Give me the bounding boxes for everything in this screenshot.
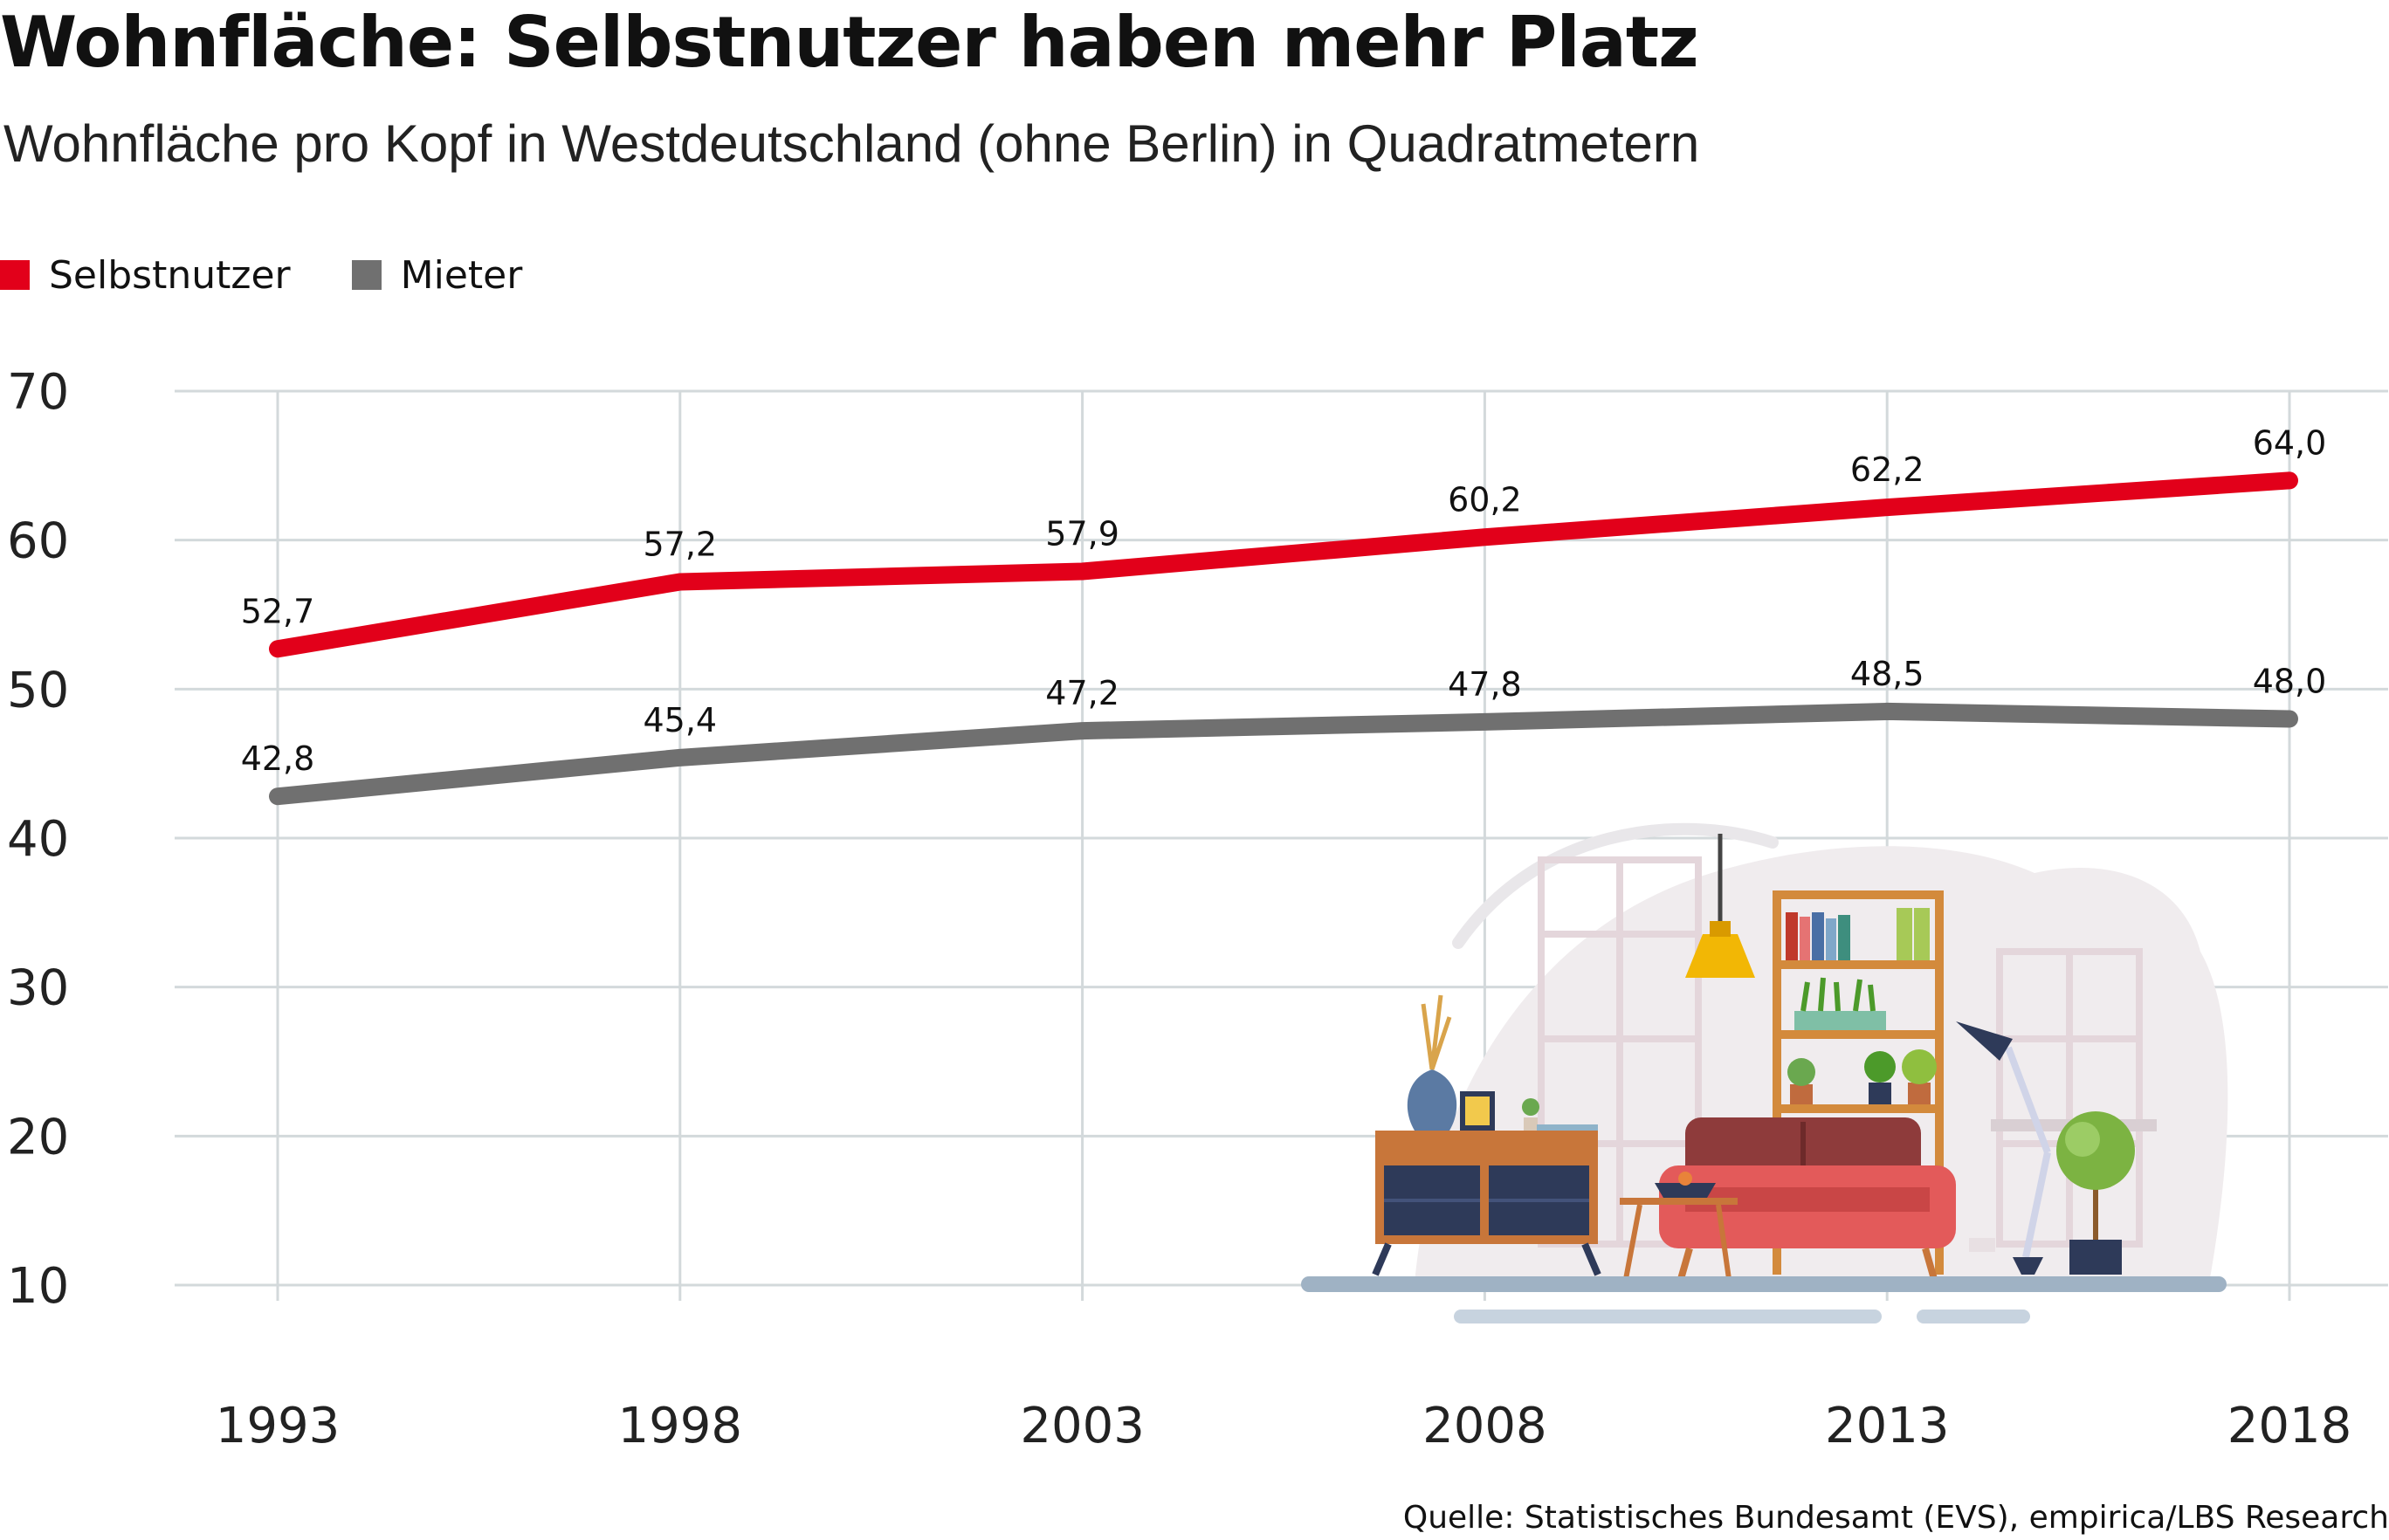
- data-label: 48,0: [2253, 662, 2327, 700]
- data-point: [2289, 718, 2290, 720]
- data-label: 47,2: [1045, 674, 1119, 712]
- data-point: [1886, 506, 1889, 509]
- x-tick-label: 1993: [216, 1398, 341, 1454]
- data-point: [1081, 730, 1084, 732]
- chart-subtitle: Wohnfläche pro Kopf in Westdeutschland (…: [3, 114, 1700, 173]
- legend-label-selbstnutzer: Selbstnutzer: [49, 252, 291, 298]
- data-label: 42,8: [241, 739, 315, 778]
- legend-swatch-selbstnutzer: [0, 260, 30, 290]
- legend: Selbstnutzer Mieter: [0, 249, 583, 301]
- data-point: [1081, 570, 1084, 573]
- data-labels: 52,7 57,2 57,9 60,2 62,2 64,0 42,8 45,4 47,2 47,8…: [241, 423, 2327, 778]
- data-label: 48,5: [1850, 655, 1924, 693]
- data-point: [277, 648, 279, 650]
- data-label: 60,2: [1448, 480, 1522, 519]
- data-point: [277, 795, 279, 798]
- series-line-selbstnutzer: [269, 471, 2298, 658]
- data-point: [1886, 710, 1889, 712]
- y-tick-label: 10: [7, 1258, 69, 1315]
- source-note: Quelle: Statistisches Bundesamt (EVS), e…: [1402, 1500, 2389, 1536]
- legend-swatch-mieter: [351, 260, 382, 290]
- data-point: [1484, 536, 1486, 539]
- data-point: [1484, 720, 1486, 723]
- axes: 10 20 30 40 50 60 70 1993 1998 2003 2008 2013 2018: [7, 364, 2351, 1454]
- chart-title: Wohnfläche: Selbstnutzer haben mehr Plat…: [0, 2, 1699, 83]
- data-label: 57,2: [643, 525, 717, 563]
- x-tick-label: 2008: [1422, 1398, 1547, 1454]
- y-tick-label: 50: [7, 662, 69, 718]
- data-label: 52,7: [241, 592, 315, 630]
- series: [269, 471, 2298, 806]
- legend-item-selbstnutzer: Selbstnutzer: [0, 253, 291, 298]
- y-tick-label: 60: [7, 513, 69, 570]
- y-tick-label: 40: [7, 811, 69, 868]
- data-label: 47,8: [1448, 665, 1522, 704]
- data-label: 45,4: [643, 701, 717, 739]
- x-tick-label: 2013: [1825, 1398, 1950, 1454]
- data-point: [2289, 479, 2290, 482]
- y-tick-label: 30: [7, 960, 69, 1017]
- x-tick-label: 1998: [618, 1398, 743, 1454]
- data-point: [678, 756, 681, 759]
- legend-label-mieter: Mieter: [400, 252, 523, 298]
- x-tick-label: 2003: [1020, 1398, 1145, 1454]
- data-label: 62,2: [1850, 450, 1924, 489]
- series-line-mieter: [269, 702, 2298, 806]
- data-label: 64,0: [2253, 423, 2327, 462]
- y-tick-label: 20: [7, 1109, 69, 1165]
- data-point: [678, 581, 681, 583]
- living-room-illustration: [1301, 822, 2228, 1323]
- x-tick-label: 2018: [2227, 1398, 2352, 1454]
- y-tick-label: 70: [7, 364, 69, 421]
- legend-item-mieter: Mieter: [351, 252, 523, 298]
- data-label: 57,9: [1045, 515, 1119, 553]
